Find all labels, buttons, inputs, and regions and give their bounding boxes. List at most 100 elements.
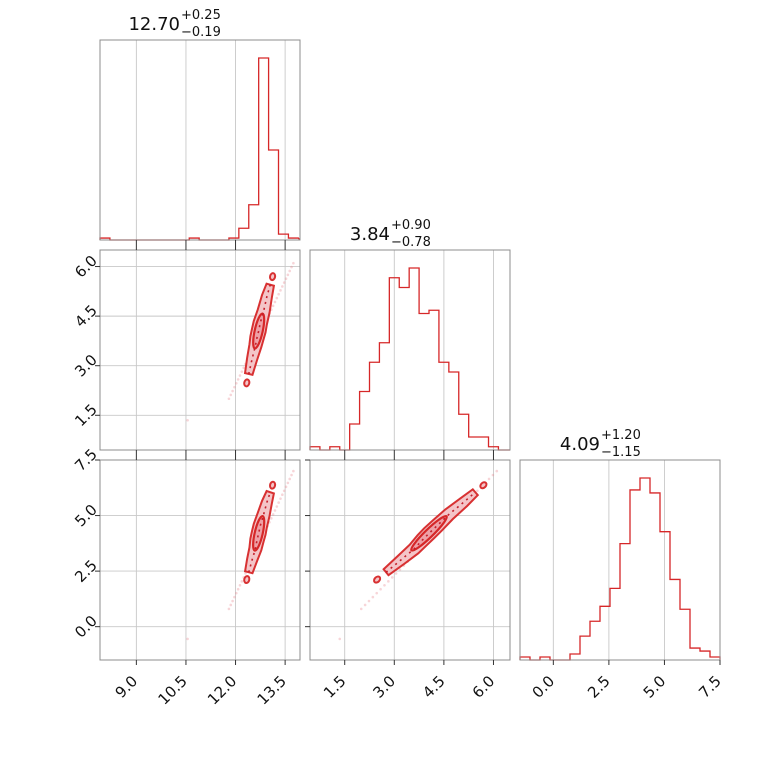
y-tick-label: 4.5: [71, 301, 101, 331]
contour-blob: [373, 575, 382, 584]
sample-point: [292, 469, 295, 473]
sample-point: [279, 497, 282, 500]
axes-frame: [99, 249, 301, 451]
y-tick-label: 0.0: [71, 612, 101, 642]
x-tick-label: 6.0: [469, 672, 499, 702]
sample-point: [495, 469, 499, 473]
sample-point: [244, 572, 247, 575]
title-median: 4.09: [560, 434, 600, 455]
x-tick-label: 2.5: [584, 672, 614, 702]
contour-inner: [410, 514, 448, 552]
sample-point: [238, 583, 242, 587]
y-tick-label: 3.0: [71, 351, 101, 381]
panel-title-1: 3.84 +0.90 −0.78: [350, 218, 431, 250]
contour-blob: [479, 481, 488, 490]
sample-point: [236, 378, 240, 381]
sample-point: [394, 572, 398, 575]
sample-point: [240, 370, 244, 373]
scatter-panel-p0-p1: [99, 249, 301, 451]
sample-point: [286, 481, 290, 485]
sample-point: [271, 513, 275, 516]
sample-point: [233, 385, 236, 389]
x-tick-label: 0.0: [529, 672, 559, 702]
x-tick-label: 3.0: [370, 672, 400, 702]
title-median: 3.84: [350, 224, 390, 245]
sample-point: [338, 637, 342, 641]
title-minus-error: −0.19: [181, 25, 221, 40]
sample-point: [279, 289, 282, 292]
sample-point: [290, 473, 293, 477]
sample-point: [277, 292, 280, 296]
sample-point: [269, 517, 273, 520]
sample-point: [229, 393, 233, 397]
x-tick-label: 13.5: [254, 672, 290, 708]
title-plus-error: +1.20: [601, 428, 641, 443]
y-tick-label: 1.5: [71, 400, 101, 430]
sample-point: [273, 300, 277, 304]
x-tick-label: 12.0: [204, 672, 240, 708]
sample-point: [233, 595, 236, 599]
sample-point: [231, 389, 234, 393]
sample-point: [286, 273, 290, 277]
sample-point: [371, 595, 375, 599]
scatter-panel-p1-p2: [309, 459, 511, 661]
title-plus-error: +0.25: [181, 8, 221, 23]
sample-point: [491, 473, 495, 477]
sample-point: [487, 477, 491, 481]
x-tick-label: 5.0: [640, 672, 670, 702]
panel-title-0: 12.70 +0.25 −0.19: [128, 8, 220, 40]
axes-frame: [519, 459, 721, 661]
sample-point: [186, 637, 189, 641]
title-minus-error: −0.78: [391, 235, 431, 250]
sample-point: [284, 485, 288, 489]
sample-point: [277, 501, 280, 504]
sample-point: [367, 599, 371, 603]
sample-point: [290, 265, 293, 269]
axes-frame: [309, 459, 511, 661]
sample-point: [292, 261, 295, 265]
y-tick-label: 6.0: [71, 252, 101, 282]
core-samples: [247, 284, 272, 375]
sample-point: [476, 489, 479, 493]
sample-point: [271, 304, 275, 308]
x-tick-label: 7.5: [695, 672, 725, 702]
sample-point: [234, 381, 238, 385]
panel-title-2: 4.09 +1.20 −1.15: [560, 428, 641, 460]
sample-point: [390, 576, 394, 579]
sample-point: [227, 607, 231, 611]
title-minus-error: −1.15: [601, 445, 641, 460]
sample-point: [387, 580, 390, 583]
axes-frame: [99, 39, 301, 241]
sample-point: [281, 493, 284, 497]
sample-point: [236, 587, 240, 591]
x-tick-label: 4.5: [419, 672, 449, 702]
sample-point: [229, 603, 233, 607]
hist-panel-1: 3.84 +0.90 −0.78: [309, 218, 511, 451]
axes-frame: [309, 249, 511, 451]
sample-point: [288, 269, 292, 273]
sample-point: [288, 477, 292, 481]
x-tick-label: 10.5: [154, 672, 190, 708]
scatter-panel-p0-p2: [99, 459, 301, 661]
sample-point: [238, 374, 242, 377]
y-tick-label: 2.5: [71, 556, 101, 586]
title-median: 12.70: [128, 14, 180, 35]
sample-point: [282, 489, 286, 493]
sample-point: [363, 603, 367, 607]
axes-frame: [99, 459, 301, 661]
core-samples: [385, 491, 476, 573]
x-tick-label: 9.0: [112, 672, 142, 702]
sample-point: [240, 580, 244, 583]
sample-point: [359, 607, 363, 611]
sample-point: [273, 509, 277, 512]
sample-point: [398, 568, 402, 571]
contour-blob: [269, 272, 277, 282]
hist-panel-2: 4.09 +1.20 −1.15: [519, 428, 721, 661]
title-plus-error: +0.90: [391, 218, 431, 233]
sample-point: [281, 285, 284, 288]
sample-point: [275, 296, 279, 300]
contour-blob: [243, 575, 251, 585]
histogram-1: [309, 267, 510, 451]
sample-point: [242, 366, 245, 370]
